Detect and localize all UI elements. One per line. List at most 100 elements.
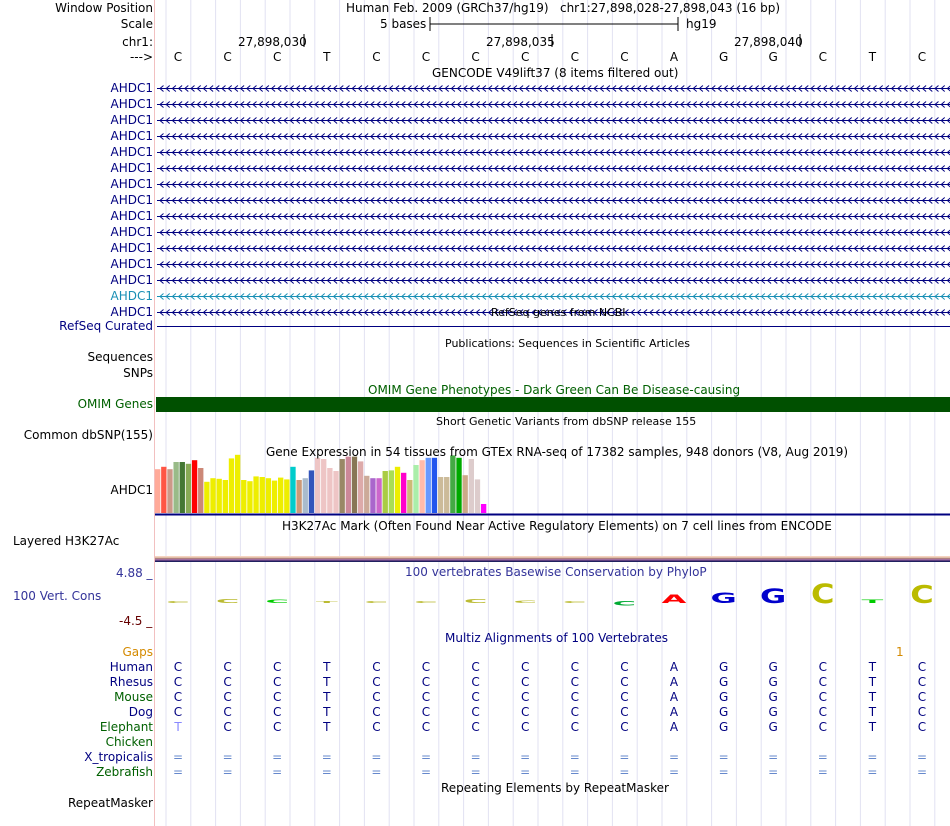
- cons-base-glyph: C: [513, 600, 536, 604]
- h3k27ac-layer: [155, 557, 950, 558]
- repeatmasker-track-title[interactable]: Repeating Elements by RepeatMasker: [441, 781, 669, 795]
- gencode-track-title[interactable]: GENCODE V49lift37 (8 items filtered out): [432, 66, 679, 80]
- alignment-base: G: [768, 660, 778, 674]
- gtex-tissue-bar: [314, 457, 321, 513]
- gencode-item-label[interactable]: AHDC1: [110, 145, 154, 159]
- alignment-base: G: [718, 705, 729, 719]
- dbsnp-track-title[interactable]: Short Genetic Variants from dbSNP releas…: [436, 415, 697, 428]
- gtex-tissue-bar: [468, 459, 474, 513]
- window-position-label: Window Position: [55, 1, 153, 15]
- gencode-item-label[interactable]: AHDC1: [110, 225, 154, 239]
- alignment-base: =: [520, 750, 531, 764]
- h3k27ac-label[interactable]: Layered H3K27Ac: [13, 534, 120, 548]
- species-label[interactable]: Elephant: [99, 720, 153, 734]
- alignment-base: C: [173, 660, 183, 674]
- alignment-base: C: [570, 720, 579, 734]
- alignment-base: =: [916, 765, 928, 779]
- omim-label[interactable]: OMIM Genes: [77, 397, 153, 411]
- cons-base-glyph: C: [365, 600, 388, 603]
- gencode-strand-arrows: [159, 197, 950, 204]
- refseq-label[interactable]: RefSeq Curated: [59, 319, 153, 333]
- gencode-strand-arrows: [159, 229, 950, 236]
- gtex-tissue-bar: [425, 457, 431, 513]
- tick-label-2: 27,898,035: [486, 35, 555, 49]
- alignment-base: C: [620, 675, 629, 689]
- alignment-base: =: [768, 765, 779, 779]
- alignment-base: G: [718, 675, 729, 689]
- alignment-base: =: [916, 750, 928, 764]
- gtex-gene-label[interactable]: AHDC1: [110, 483, 154, 497]
- alignment-base: =: [619, 765, 630, 779]
- alignment-base: C: [818, 705, 827, 719]
- alignment-base: T: [174, 720, 182, 734]
- tick-label-3: 27,898,040: [734, 35, 803, 49]
- gencode-item-label[interactable]: AHDC1: [110, 257, 154, 271]
- gtex-tissue-bar: [413, 465, 419, 513]
- cons-base-glyph: T: [316, 600, 339, 603]
- base-letter: C: [818, 50, 827, 64]
- alignment-base: =: [222, 750, 233, 764]
- gtex-tissue-bar: [462, 475, 468, 513]
- gencode-item-label[interactable]: AHDC1: [110, 177, 154, 191]
- sequences-label[interactable]: Sequences: [87, 350, 153, 364]
- base-letter: C: [520, 50, 530, 64]
- species-label[interactable]: Mouse: [114, 690, 153, 704]
- alignment-base: C: [570, 660, 579, 674]
- alignment-base: A: [669, 690, 679, 704]
- cons-track-title[interactable]: 100 vertebrates Basewise Conservation by…: [405, 565, 707, 579]
- species-label[interactable]: Rhesus: [109, 675, 153, 689]
- gtex-tissue-bar: [474, 479, 481, 513]
- gencode-strand-arrows: [159, 101, 950, 108]
- alignment-base: C: [272, 690, 282, 704]
- gencode-item-label[interactable]: AHDC1: [110, 193, 154, 207]
- alignment-base: G: [768, 720, 778, 734]
- alignment-base: =: [272, 750, 283, 764]
- gencode-item-label[interactable]: AHDC1: [110, 305, 154, 319]
- gencode-item-label[interactable]: AHDC1: [110, 209, 154, 223]
- gencode-item-label[interactable]: AHDC1: [110, 241, 154, 255]
- species-label[interactable]: Human: [109, 660, 153, 674]
- gencode-strand-arrows: [159, 85, 950, 92]
- gencode-item-label[interactable]: AHDC1: [110, 97, 154, 111]
- alignment-base: G: [718, 690, 729, 704]
- alignment-base: C: [173, 705, 183, 719]
- gtex-tissue-bar: [198, 468, 204, 513]
- omim-track-title[interactable]: OMIM Gene Phenotypes - Dark Green Can Be…: [368, 383, 741, 397]
- alignment-base: =: [371, 765, 382, 779]
- snps-label[interactable]: SNPs: [123, 366, 153, 380]
- species-label[interactable]: Zebrafish: [96, 765, 153, 779]
- gencode-strand-arrows: [159, 277, 950, 284]
- gencode-item-label[interactable]: AHDC1: [110, 273, 154, 287]
- multiz-track-title[interactable]: Multiz Alignments of 100 Vertebrates: [445, 631, 669, 645]
- species-label[interactable]: Chicken: [105, 735, 153, 749]
- gtex-tissue-bar: [308, 470, 315, 513]
- cons-base-glyph: C: [613, 599, 636, 606]
- base-letter: C: [917, 50, 927, 64]
- cons-label[interactable]: 100 Vert. Cons: [13, 589, 102, 603]
- gtex-tissue-bar: [204, 481, 210, 513]
- refseq-track-title[interactable]: RefSeq genes from NCBI: [491, 306, 626, 319]
- alignment-base: =: [470, 765, 481, 779]
- alignment-base: C: [818, 675, 827, 689]
- alignment-base: C: [471, 720, 480, 734]
- dbsnp-label[interactable]: Common dbSNP(155): [23, 428, 153, 442]
- base-letter: C: [372, 50, 381, 64]
- gencode-item-label[interactable]: AHDC1: [110, 161, 154, 175]
- alignment-base: C: [372, 720, 381, 734]
- species-label[interactable]: X_tropicalis: [84, 750, 153, 764]
- alignment-base: =: [867, 765, 878, 779]
- repeatmasker-label[interactable]: RepeatMasker: [67, 796, 153, 810]
- gtex-tissue-bar: [265, 478, 272, 513]
- gencode-item-label[interactable]: AHDC1: [110, 129, 154, 143]
- gencode-item-label[interactable]: AHDC1: [110, 113, 154, 127]
- h3k27ac-track-title[interactable]: H3K27Ac Mark (Often Found Near Active Re…: [282, 519, 832, 533]
- gtex-tissue-bar: [382, 471, 388, 513]
- alignment-base: C: [520, 720, 530, 734]
- publications-track-title[interactable]: Publications: Sequences in Scientific Ar…: [445, 337, 690, 350]
- gtex-tissue-bar: [167, 469, 173, 513]
- gencode-item-label[interactable]: AHDC1: [110, 289, 154, 303]
- gencode-item-label[interactable]: AHDC1: [110, 81, 154, 95]
- gtex-track-title[interactable]: Gene Expression in 54 tissues from GTEx …: [266, 445, 849, 459]
- gtex-tissue-bar: [210, 478, 216, 513]
- species-label[interactable]: Dog: [128, 705, 153, 719]
